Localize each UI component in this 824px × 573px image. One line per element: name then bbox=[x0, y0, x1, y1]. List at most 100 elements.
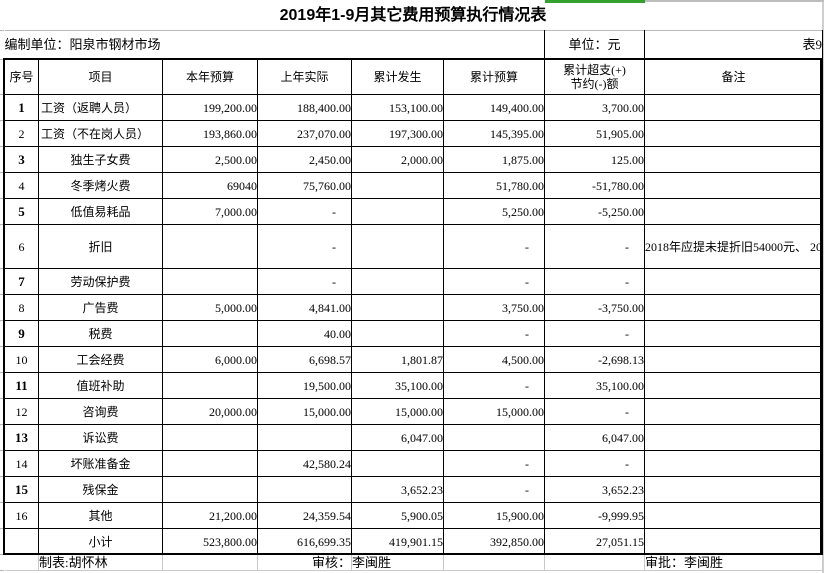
cell-last-year[interactable]: 40.00 bbox=[257, 320, 352, 347]
cell-incurred[interactable] bbox=[351, 198, 444, 225]
cell-remark[interactable] bbox=[644, 268, 824, 295]
cell-last-year[interactable]: - bbox=[257, 224, 352, 269]
cell-variance[interactable]: -3,750.00 bbox=[544, 294, 646, 321]
cell-row-number[interactable]: 5 bbox=[4, 198, 39, 225]
cell-incurred[interactable]: 3,652.23 bbox=[351, 476, 444, 503]
cell-variance[interactable]: -5,250.00 bbox=[544, 198, 646, 225]
cell-last-year[interactable]: 42,580.24 bbox=[257, 450, 352, 477]
cell-incurred[interactable]: 5,900.05 bbox=[351, 502, 444, 529]
cell-cum-budget[interactable]: - bbox=[442, 476, 546, 503]
cell-last-year[interactable]: 4,841.00 bbox=[257, 294, 352, 321]
unit-cell[interactable]: 单位：元 bbox=[544, 30, 646, 60]
cell-remark[interactable] bbox=[644, 476, 824, 503]
cell-budget[interactable] bbox=[162, 450, 258, 477]
cell-row-number[interactable]: 13 bbox=[4, 424, 39, 451]
cell-remark[interactable] bbox=[644, 198, 824, 225]
cell-incurred[interactable] bbox=[351, 172, 444, 199]
cell-incurred[interactable]: 419,901.15 bbox=[351, 528, 444, 555]
cell-budget[interactable]: 193,860.00 bbox=[162, 120, 258, 147]
cell-budget[interactable]: 5,000.00 bbox=[162, 294, 258, 321]
cell-row-number[interactable]: 3 bbox=[4, 146, 39, 173]
cell-remark[interactable] bbox=[644, 502, 824, 529]
cell-variance[interactable]: -2,698.13 bbox=[544, 346, 646, 373]
cell-row-number[interactable]: 1 bbox=[4, 94, 39, 121]
cell-row-number[interactable]: 15 bbox=[4, 476, 39, 503]
cell-variance[interactable]: - bbox=[544, 224, 646, 269]
cell-cum-budget[interactable]: - bbox=[442, 450, 546, 477]
cell-cum-budget[interactable]: 5,250.00 bbox=[442, 198, 546, 225]
cell-row-number[interactable]: 6 bbox=[4, 224, 39, 269]
cell-cum-budget[interactable] bbox=[442, 424, 546, 451]
org-cell[interactable]: 编制单位：阳泉市钢材市场 bbox=[4, 30, 546, 60]
cell-row-number[interactable]: 10 bbox=[4, 346, 39, 373]
col-header-last-year[interactable]: 上年实际 bbox=[257, 59, 352, 95]
cell-row-number[interactable]: 7 bbox=[4, 268, 39, 295]
cell-cum-budget[interactable]: 1,875.00 bbox=[442, 146, 546, 173]
cell-cum-budget[interactable]: 149,400.00 bbox=[442, 94, 546, 121]
col-header-item[interactable]: 项目 bbox=[38, 59, 163, 95]
cell-item[interactable]: 坏账准备金 bbox=[38, 450, 163, 477]
cell-cum-budget[interactable]: 51,780.00 bbox=[442, 172, 546, 199]
cell-variance[interactable]: 51,905.00 bbox=[544, 120, 646, 147]
cell-remark[interactable] bbox=[644, 398, 824, 425]
cell-variance[interactable]: -51,780.00 bbox=[544, 172, 646, 199]
cell-remark[interactable] bbox=[644, 424, 824, 451]
cell-item[interactable]: 冬季烤火费 bbox=[38, 172, 163, 199]
cell-item[interactable]: 小计 bbox=[38, 528, 163, 555]
cell-row-number[interactable]: 4 bbox=[4, 172, 39, 199]
cell-cum-budget[interactable]: 15,900.00 bbox=[442, 502, 546, 529]
cell-incurred[interactable]: 15,000.00 bbox=[351, 398, 444, 425]
checker-name-cell[interactable]: 李闽胜 bbox=[351, 554, 444, 571]
cell-budget[interactable]: 7,000.00 bbox=[162, 198, 258, 225]
cell-last-year[interactable]: 15,000.00 bbox=[257, 398, 352, 425]
cell-row-number[interactable]: 8 bbox=[4, 294, 39, 321]
cell-item[interactable]: 其他 bbox=[38, 502, 163, 529]
cell-variance[interactable]: - bbox=[544, 450, 646, 477]
cell-cum-budget[interactable]: - bbox=[442, 372, 546, 399]
sheet-number-cell[interactable]: 表9 bbox=[644, 30, 824, 60]
cell-incurred[interactable] bbox=[351, 294, 444, 321]
cell-budget[interactable]: 523,800.00 bbox=[162, 528, 258, 555]
cell-remark[interactable] bbox=[644, 120, 824, 147]
cell-budget[interactable] bbox=[162, 372, 258, 399]
cell-item[interactable]: 残保金 bbox=[38, 476, 163, 503]
cell-last-year[interactable] bbox=[257, 476, 352, 503]
cell-budget[interactable] bbox=[162, 268, 258, 295]
cell-item[interactable]: 工会经费 bbox=[38, 346, 163, 373]
cell-budget[interactable]: 20,000.00 bbox=[162, 398, 258, 425]
cell-budget[interactable]: 199,200.00 bbox=[162, 94, 258, 121]
cell-cum-budget[interactable]: - bbox=[442, 268, 546, 295]
cell-variance[interactable]: - bbox=[544, 320, 646, 347]
cell-item[interactable]: 工资（返聘人员） bbox=[38, 94, 163, 121]
cell-budget[interactable]: 69040 bbox=[162, 172, 258, 199]
cell-last-year[interactable]: 2,450.00 bbox=[257, 146, 352, 173]
cell-budget[interactable]: 6,000.00 bbox=[162, 346, 258, 373]
cell-last-year[interactable]: - bbox=[257, 198, 352, 225]
cell-incurred[interactable] bbox=[351, 224, 444, 269]
cell-last-year[interactable]: 24,359.54 bbox=[257, 502, 352, 529]
cell-variance[interactable]: 6,047.00 bbox=[544, 424, 646, 451]
cell-row-number[interactable]: 14 bbox=[4, 450, 39, 477]
cell-incurred[interactable] bbox=[351, 450, 444, 477]
col-header-incurred[interactable]: 累计发生 bbox=[351, 59, 444, 95]
col-header-variance[interactable]: 累计超支(+) 节约(-)额 bbox=[544, 59, 646, 95]
cell-budget[interactable]: 21,200.00 bbox=[162, 502, 258, 529]
cell-row-number[interactable] bbox=[4, 528, 39, 555]
cell-last-year[interactable]: 19,500.00 bbox=[257, 372, 352, 399]
cell-variance[interactable]: 3,652.23 bbox=[544, 476, 646, 503]
cell-variance[interactable]: - bbox=[544, 398, 646, 425]
cell-incurred[interactable] bbox=[351, 268, 444, 295]
cell-variance[interactable]: -9,999.95 bbox=[544, 502, 646, 529]
cell-item[interactable]: 广告费 bbox=[38, 294, 163, 321]
cell-budget[interactable] bbox=[162, 224, 258, 269]
cell-variance[interactable]: 125.00 bbox=[544, 146, 646, 173]
cell-item[interactable]: 劳动保护费 bbox=[38, 268, 163, 295]
cell-incurred[interactable]: 1,801.87 bbox=[351, 346, 444, 373]
cell-remark[interactable] bbox=[644, 450, 824, 477]
cell-remark[interactable] bbox=[644, 346, 824, 373]
cell-last-year[interactable]: 6,698.57 bbox=[257, 346, 352, 373]
col-header-no[interactable]: 序号 bbox=[4, 59, 39, 95]
cell-remark[interactable]: 2018年应提未提折旧54000元、 2019年应提折旧57000元 bbox=[644, 224, 824, 269]
approver-cell[interactable]: 审批：李闽胜 bbox=[644, 554, 824, 571]
cell-remark[interactable] bbox=[644, 94, 824, 121]
